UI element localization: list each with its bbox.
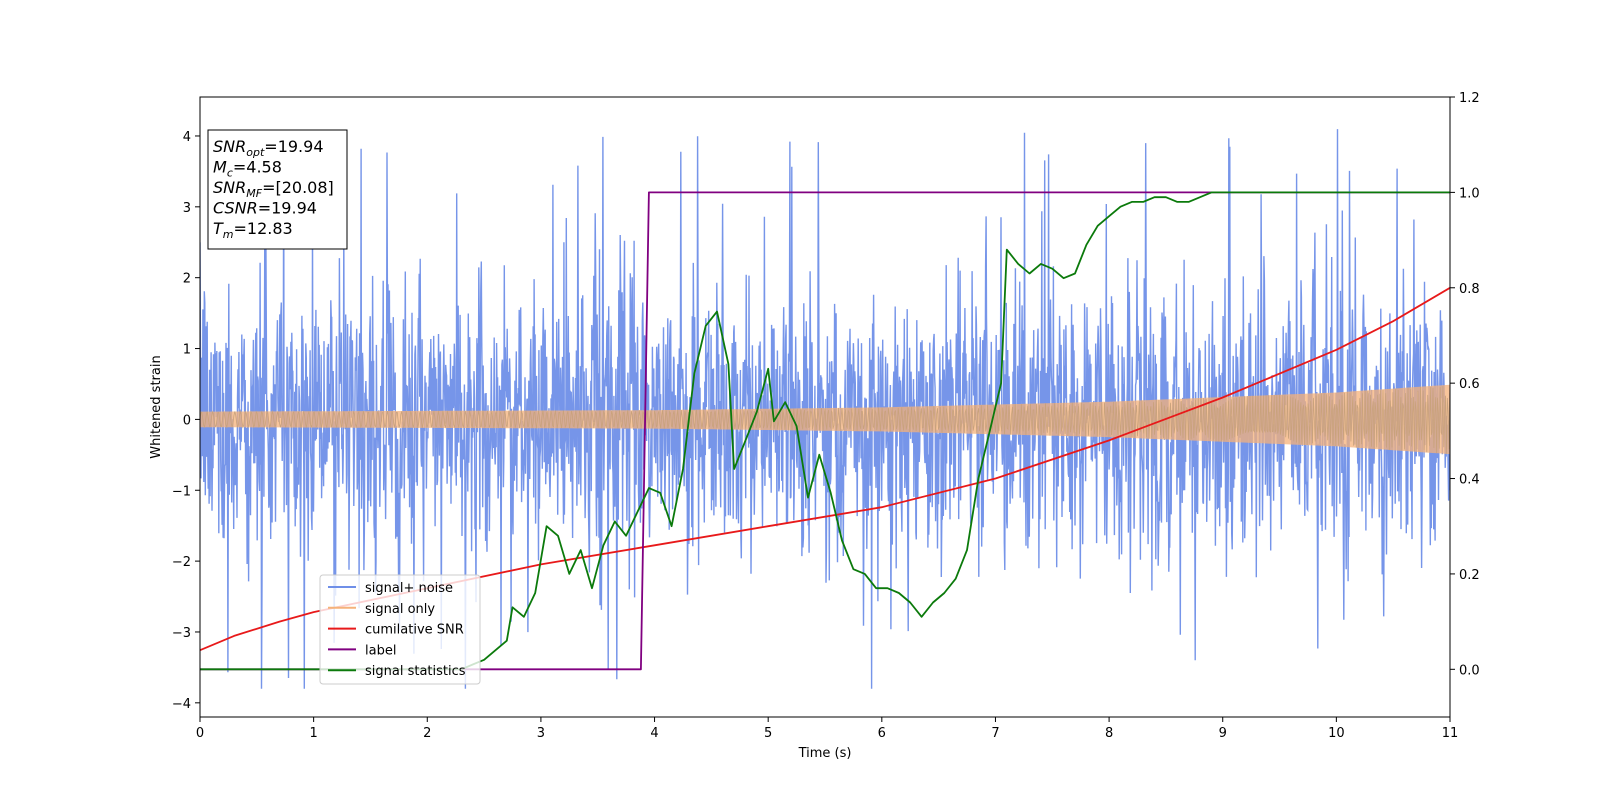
series-signal-statistics: [200, 191, 1450, 671]
x-tick-label: 4: [650, 726, 658, 741]
series-signal-noise: [200, 129, 1450, 689]
series-signal-only-oscillation: [200, 386, 1450, 454]
y-tick-label: −2: [172, 555, 191, 570]
legend-label: label: [365, 643, 396, 658]
y-tick-label: 3: [183, 201, 191, 216]
legend-label: signal only: [365, 602, 435, 617]
info-line: SNRMF=[20.08]: [213, 178, 334, 200]
legend-label: signal statistics: [365, 664, 466, 679]
y-tick-label: 4: [183, 130, 191, 145]
x-tick-label: 9: [1219, 726, 1227, 741]
x-tick-label: 10: [1328, 726, 1345, 741]
legend: signal+ noise signal only cumilative SNR la…: [319, 574, 481, 685]
x-tick-label: 0: [196, 726, 204, 741]
x-axis-label: Time (s): [798, 746, 852, 761]
axes: 0 1 2 3 4 5 6 7 8 9 10 1143210−1−2−3−41.21.00.80.60…: [172, 91, 1480, 741]
y-right-tick-label: 0.8: [1459, 282, 1480, 297]
y-right-tick-label: 0.6: [1459, 377, 1480, 392]
series-cumulative-snr: [200, 287, 1450, 652]
info-line: Tm=12.83: [213, 219, 293, 241]
y-right-tick-label: 0.4: [1459, 473, 1480, 488]
info-line: Mc=4.58: [213, 158, 282, 180]
y-axis-label: Whitened strain: [149, 355, 164, 458]
y-tick-label: −3: [172, 626, 191, 641]
x-tick-label: 1: [309, 726, 317, 741]
y-right-tick-label: 1.2: [1459, 91, 1480, 106]
x-tick-label: 3: [537, 726, 545, 741]
info-box-frame: [207, 129, 348, 250]
series-signal-only: [200, 384, 1450, 455]
x-tick-label: 11: [1442, 726, 1459, 741]
y-tick-label: 1: [183, 343, 191, 358]
y-right-tick-label: 0.2: [1459, 568, 1480, 583]
plot-frame: [199, 96, 1451, 718]
y-tick-label: 2: [183, 272, 191, 287]
legend-frame: [319, 574, 481, 685]
legend-label: signal+ noise: [365, 581, 453, 596]
y-tick-label: −4: [172, 697, 191, 712]
info-line: CSNR=19.94: [213, 199, 317, 218]
x-tick-label: 2: [423, 726, 431, 741]
y-right-tick-label: 1.0: [1459, 186, 1480, 201]
y-tick-label: 0: [183, 413, 191, 428]
info-box: SNRopt=19.94Mc=4.58SNRMF=[20.08]CSNR=19.…: [207, 129, 348, 250]
x-tick-label: 7: [991, 726, 999, 741]
legend-label: cumilative SNR: [365, 623, 464, 638]
x-tick-label: 6: [878, 726, 886, 741]
y-right-tick-label: 0.0: [1459, 663, 1480, 678]
y-tick-label: −1: [172, 484, 191, 499]
x-tick-label: 5: [764, 726, 772, 741]
x-tick-label: 8: [1105, 726, 1113, 741]
info-line: SNRopt=19.94: [213, 137, 324, 159]
